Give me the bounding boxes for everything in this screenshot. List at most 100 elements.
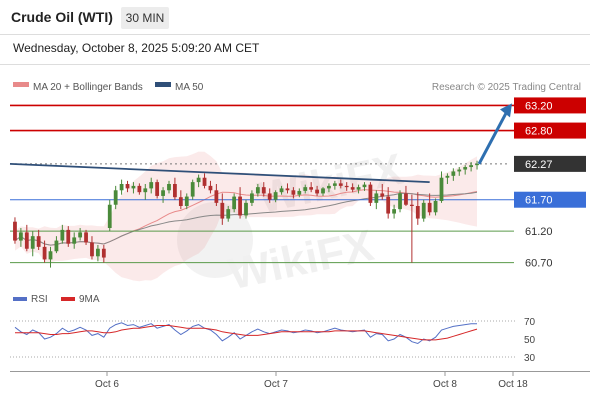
candle-body <box>386 196 391 214</box>
legend-label-9ma: 9MA <box>79 294 100 305</box>
candle-body <box>119 184 124 191</box>
x-tick-label-1: Oct 7 <box>264 379 288 390</box>
candle-body <box>113 190 118 205</box>
candle-body <box>445 175 450 178</box>
candle-body <box>107 204 112 228</box>
candle-body <box>392 209 396 214</box>
candle-body <box>149 182 154 189</box>
chart-header: Crude Oil (WTI) 30 MIN <box>0 0 590 34</box>
level-label-61.70: 61.70 <box>525 195 553 207</box>
candle-body <box>338 183 343 186</box>
candle-body <box>291 190 296 195</box>
candle-body <box>54 240 59 252</box>
level-tag-61.70 <box>514 191 586 208</box>
legend-swatch-ma50 <box>155 82 171 87</box>
candle-body <box>161 190 165 196</box>
candle-body <box>303 187 308 191</box>
candle-body <box>90 242 94 257</box>
datetime-label: Wednesday, October 8, 2025 5:09:20 AM CE… <box>13 41 260 55</box>
candle-body <box>101 248 106 258</box>
candle-body <box>427 202 432 213</box>
candle-body <box>155 182 160 196</box>
projection-arrow <box>477 108 510 165</box>
rsi-tick-30: 30 <box>524 353 536 364</box>
candle-body <box>327 185 331 189</box>
candle-body <box>214 190 219 203</box>
candle-body <box>415 206 420 219</box>
candle-body <box>125 184 130 189</box>
candle-body <box>30 236 35 249</box>
candle-body <box>255 187 260 194</box>
level-label-61.20: 61.20 <box>525 226 553 238</box>
level-label-63.20: 63.20 <box>525 100 553 112</box>
level-label-62.80: 62.80 <box>525 126 553 138</box>
candle-body <box>137 185 142 193</box>
candle-body <box>72 237 77 244</box>
candle-body <box>13 221 17 241</box>
candle-body <box>42 246 47 260</box>
candle-body <box>297 190 302 195</box>
candle-body <box>451 171 456 176</box>
candle-body <box>409 204 414 206</box>
candle-body <box>238 196 242 216</box>
candle-body <box>261 187 266 194</box>
candle-body <box>374 193 379 203</box>
candle-body <box>226 209 231 219</box>
level-tag-62.80 <box>514 122 586 139</box>
candle-body <box>463 167 468 170</box>
legend-swatch-ma20 <box>13 82 29 87</box>
candle-body <box>18 232 23 241</box>
candle-body <box>315 189 319 194</box>
candle-body <box>404 193 408 205</box>
x-tick-label-0: Oct 6 <box>95 379 119 390</box>
descending-trendline <box>9 162 430 184</box>
candle-body <box>143 188 148 193</box>
rsi-series-rsi <box>14 322 477 345</box>
x-axis: Oct 6 Oct 7 Oct 8 Oct 18 <box>95 371 528 390</box>
candle-body <box>267 193 272 200</box>
candle-body <box>332 183 337 186</box>
rsi-tick-70: 70 <box>524 317 536 328</box>
legend-swatch-9ma <box>61 297 75 301</box>
projection-arrowhead <box>500 103 512 118</box>
candle-body <box>196 177 201 183</box>
candle-body <box>368 184 373 203</box>
candle-body <box>362 184 367 188</box>
candle-body <box>439 177 444 201</box>
main-legend: MA 20 + Bollinger Bands MA 50 Research ©… <box>13 82 581 93</box>
candle-body <box>66 229 71 244</box>
candle-body <box>469 165 474 168</box>
legend-label-ma20: MA 20 + Bollinger Bands <box>33 82 143 93</box>
candle-body <box>244 202 248 216</box>
candle-body <box>285 188 290 191</box>
candle-body <box>457 169 462 172</box>
candle-body <box>309 187 314 190</box>
candle-body <box>321 188 325 194</box>
candlestick-plot: 63.20 62.80 62.27 61.70 61.20 60.70 <box>9 97 586 282</box>
candle-body <box>398 193 402 210</box>
candle-body <box>48 251 53 260</box>
candle-body <box>475 163 479 166</box>
candle-body <box>202 177 207 186</box>
candle-body <box>36 236 41 247</box>
x-tick-label-3: Oct 18 <box>498 379 528 390</box>
candle-body <box>131 185 136 189</box>
level-tag-63.20 <box>514 97 586 114</box>
candle-body <box>24 232 29 249</box>
timeframe-button[interactable]: 30 MIN <box>121 7 169 29</box>
legend-label-ma50: MA 50 <box>175 82 204 93</box>
instrument-title: Crude Oil (WTI) <box>11 9 113 25</box>
candle-body <box>173 184 177 198</box>
candle-body <box>220 202 225 219</box>
candle-body <box>184 196 189 206</box>
candle-body <box>380 193 385 197</box>
candle-body <box>350 187 355 190</box>
candle-body <box>78 232 83 238</box>
candle-body <box>250 193 254 203</box>
rsi-series-9ma <box>15 325 478 341</box>
legend-swatch-rsi <box>13 297 27 301</box>
candle-body <box>421 202 426 219</box>
candle-body <box>167 184 171 191</box>
candle-body <box>273 192 278 200</box>
